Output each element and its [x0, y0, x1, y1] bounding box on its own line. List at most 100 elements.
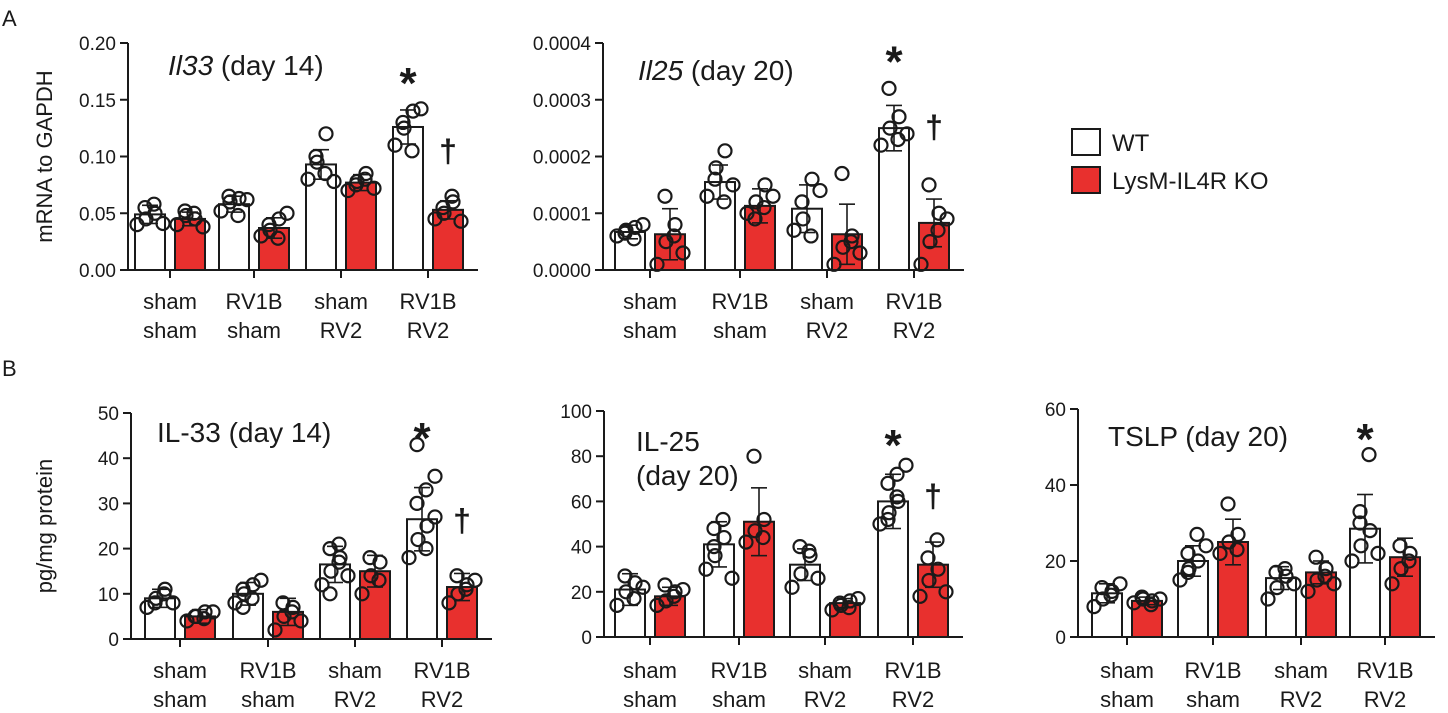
significance-asterisk: *	[1356, 415, 1374, 464]
data-point	[186, 205, 202, 221]
data-point	[801, 543, 817, 559]
data-point	[832, 595, 848, 611]
data-point	[842, 593, 858, 609]
data-point	[1134, 589, 1150, 605]
chart-title: Il33 (day 14)	[168, 50, 324, 81]
data-point	[812, 182, 828, 199]
data-point	[757, 177, 773, 193]
data-point	[1190, 553, 1206, 569]
data-point	[881, 80, 897, 97]
data-point	[716, 194, 732, 210]
data-point	[755, 529, 771, 546]
data-point	[930, 561, 946, 577]
data-point	[609, 597, 625, 613]
y-tick-label: 0	[581, 628, 592, 649]
data-point	[724, 570, 740, 586]
data-point	[1180, 545, 1196, 562]
data-point	[1269, 579, 1285, 596]
data-point	[1286, 576, 1302, 592]
y-tick-label: 0.15	[79, 91, 116, 112]
data-point	[1260, 591, 1276, 607]
legend-label-wt: WT	[1112, 130, 1150, 157]
chart-title-gene: Il25	[638, 55, 684, 86]
data-point	[707, 548, 723, 564]
data-point	[834, 165, 850, 182]
data-point	[293, 613, 309, 629]
data-point	[322, 540, 338, 557]
data-point	[898, 457, 914, 473]
data-point	[222, 194, 238, 210]
data-point	[427, 509, 443, 525]
data-point	[658, 593, 674, 609]
data-point	[1393, 560, 1409, 577]
data-point	[331, 536, 347, 552]
y-tick-label: 0.0000	[533, 261, 591, 282]
data-point	[921, 177, 937, 193]
bar	[174, 217, 206, 272]
significance-dagger: †	[924, 478, 942, 514]
data-point	[1392, 538, 1408, 554]
data-point	[1189, 526, 1205, 543]
data-point	[850, 590, 866, 607]
charts: 0.00 0.05 0.10 0.15 0.20 sham sham RV1B sham sham…	[32, 34, 1435, 712]
data-point	[387, 137, 403, 153]
data-point	[675, 581, 691, 598]
data-point	[872, 516, 888, 532]
data-point	[635, 217, 651, 233]
chart-title-rest: (day 14)	[213, 50, 324, 81]
x-tick-label: sham	[623, 687, 677, 712]
y-tick-label: 10	[98, 585, 119, 606]
data-point	[765, 188, 781, 204]
data-point	[1344, 553, 1360, 569]
y-tick-label: 100	[560, 402, 592, 423]
data-point	[1220, 496, 1236, 512]
data-point	[793, 566, 809, 582]
data-point	[880, 475, 896, 491]
y-tick-label: 0.0004	[533, 34, 592, 55]
data-point	[1361, 447, 1377, 463]
chart-title-gene: Il33	[168, 50, 214, 81]
data-point	[675, 245, 691, 261]
y-tick-label: 0.05	[79, 204, 116, 225]
data-point	[323, 563, 339, 579]
data-point	[156, 586, 172, 602]
x-tick-label: RV2	[806, 318, 848, 343]
panel-letter-a: A	[2, 6, 17, 31]
data-point	[1384, 576, 1400, 592]
data-point	[1326, 576, 1342, 592]
data-point	[137, 199, 153, 216]
data-point	[882, 120, 898, 136]
data-point	[635, 579, 651, 595]
data-point	[649, 256, 665, 272]
data-point	[844, 228, 860, 244]
data-point	[899, 126, 915, 142]
data-point	[195, 219, 211, 235]
data-point	[1308, 549, 1324, 565]
data-point	[881, 505, 897, 521]
significance-asterisk: *	[884, 421, 902, 470]
data-point	[187, 211, 203, 227]
data-point	[699, 188, 715, 204]
y-tick-label: 40	[571, 538, 592, 559]
data-point	[300, 171, 316, 187]
chart-2: 0.0000 0.0001 0.0002 0.0003 0.0004 sham sham RV…	[533, 34, 964, 343]
y-tick-label: 0.0001	[533, 204, 591, 225]
data-point	[1112, 576, 1128, 592]
data-point	[267, 622, 283, 638]
data-point	[467, 572, 483, 588]
data-point	[852, 245, 868, 261]
data-point	[253, 572, 269, 588]
data-point	[395, 114, 411, 131]
data-point	[889, 489, 905, 505]
data-point	[326, 173, 342, 190]
y-tick-label: 0.10	[79, 148, 116, 169]
x-tick-label: sham	[143, 289, 197, 314]
y-tick-label: 80	[571, 447, 592, 468]
data-point	[262, 222, 278, 238]
data-point	[235, 599, 251, 615]
x-tick-label: RV2	[893, 318, 935, 343]
data-point	[707, 171, 723, 187]
y-tick-label: 0	[108, 630, 119, 651]
x-tick-label: RV2	[334, 687, 376, 712]
